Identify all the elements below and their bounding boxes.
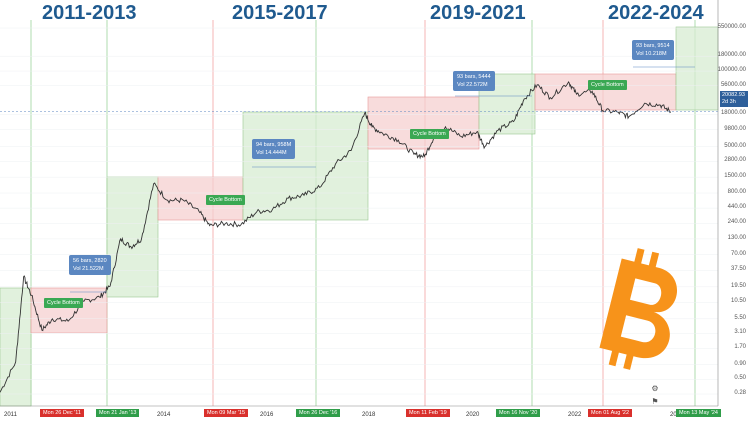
x-tick-label: 2011 xyxy=(4,412,17,418)
y-tick-label: 0.50 xyxy=(734,375,746,382)
info-box: 94 bars, 958M Vol 14.444M xyxy=(252,139,296,159)
era-label-2019-2021: 2019-2021 xyxy=(430,2,526,24)
bull-zone xyxy=(0,287,32,407)
cycle-bottom-label: Cycle Bottom xyxy=(588,80,627,90)
info-box: 93 bars, 5444 Vol 22.572M xyxy=(453,71,495,91)
info-box: 56 bars, 2820 Vol 21.522M xyxy=(69,255,111,275)
y-tick-label: 100000.00 xyxy=(717,67,746,74)
cycle-zones xyxy=(0,26,719,407)
date-box-low: Mon 11 Feb '19 xyxy=(406,409,450,417)
y-tick-label: 5000.00 xyxy=(724,142,746,149)
y-tick-label: 180000.00 xyxy=(717,52,746,59)
cycle-bottom-label: Cycle Bottom xyxy=(410,129,449,139)
y-tick-label: 19.50 xyxy=(730,282,746,289)
y-tick-label: 800.00 xyxy=(727,189,746,195)
date-box-low: Mon 01 Aug '22 xyxy=(588,409,633,417)
y-tick-label: 9800.00 xyxy=(724,125,746,132)
bull-zone xyxy=(675,26,719,111)
date-box-high: Mon 21 Jan '13 xyxy=(96,409,140,417)
price-series xyxy=(0,66,718,393)
y-tick-label: 37.50 xyxy=(730,266,746,273)
era-label-2022-2024: 2022-2024 xyxy=(608,2,704,24)
cycle-bottom-label: Cycle Bottom xyxy=(44,298,83,308)
bear-zone xyxy=(30,287,108,334)
y-tick-label: 240.00 xyxy=(727,219,746,226)
x-tick-label: 2018 xyxy=(362,412,376,418)
y-tick-label: 5.50 xyxy=(734,314,746,321)
y-tick-label: 10.50 xyxy=(730,298,746,305)
cycle-bottom-label: Cycle Bottom xyxy=(206,195,245,205)
info-box: 93 bars, 9514 Vol 10.218M xyxy=(632,40,674,60)
date-box-high: Mon 16 Nov '20 xyxy=(496,409,541,417)
y-tick-label: 0.28 xyxy=(734,390,746,396)
y-tick-label: 70.00 xyxy=(730,250,746,257)
bull-zone xyxy=(242,111,369,221)
date-box-high: Mon 26 Dec '16 xyxy=(296,409,341,417)
y-tick-label: 2800.00 xyxy=(724,157,746,164)
y-tick-label: 550000.00 xyxy=(717,24,746,30)
era-label-2011-2013: 2011-2013 xyxy=(42,2,137,24)
y-tick-label: 0.90 xyxy=(734,360,746,367)
bull-zone xyxy=(106,176,159,298)
y-tick-label: 18000.00 xyxy=(720,110,746,117)
y-tick-label: 130.00 xyxy=(727,234,746,241)
bear-zone xyxy=(367,96,480,150)
settings-icon[interactable]: ⚙ xyxy=(651,384,659,393)
x-tick-label: 2016 xyxy=(260,412,274,418)
bitcoin-logo xyxy=(599,248,677,370)
era-label-2015-2017: 2015-2017 xyxy=(232,2,328,24)
date-box-high: Mon 13 May '24 xyxy=(676,409,721,417)
y-tick-label: 3.10 xyxy=(734,329,746,336)
x-tick-label: 2014 xyxy=(157,412,171,418)
date-box-low: Mon 09 Mar '15 xyxy=(204,409,249,417)
current-price-tag: 20082.93 2d 3h xyxy=(720,91,748,107)
y-tick-label: 1.70 xyxy=(734,344,746,351)
x-tick-label: 2022 xyxy=(568,412,582,418)
y-tick-label: 440.00 xyxy=(727,204,746,211)
y-tick-label: 1500.00 xyxy=(724,173,746,180)
y-tick-label: 56000.00 xyxy=(720,81,746,88)
flag-icon[interactable]: ⚑ xyxy=(651,397,659,406)
date-box-low: Mon 26 Dec '11 xyxy=(40,409,84,417)
x-tick-label: 2020 xyxy=(466,412,480,418)
x-tick-label: 20 xyxy=(670,412,677,418)
